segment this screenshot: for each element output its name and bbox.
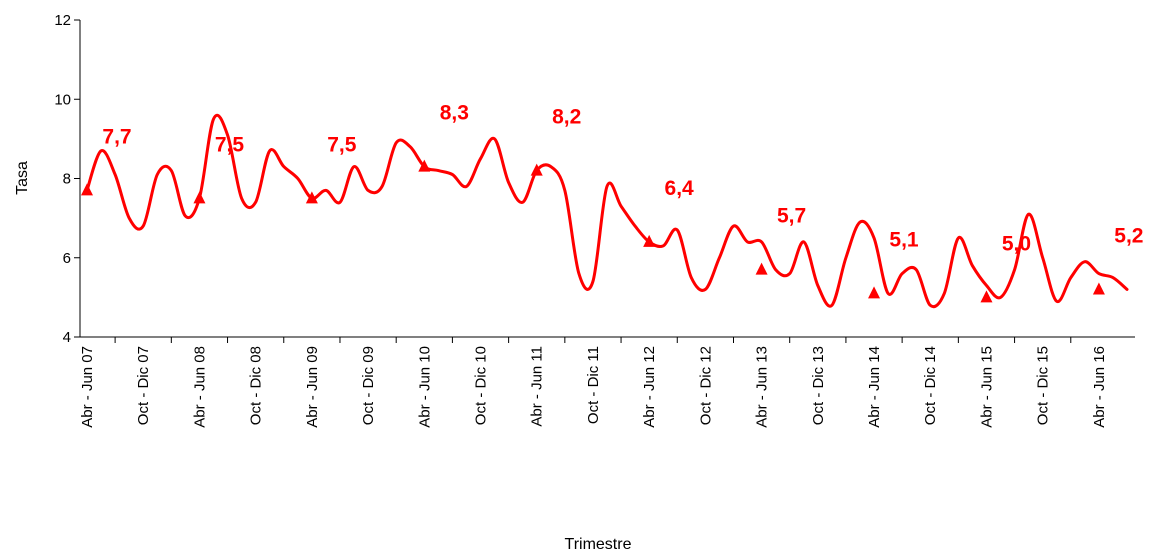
x-tick-label: Oct - Dic 08 [248, 346, 265, 425]
y-tick-label: 4 [63, 329, 71, 346]
data-label: 5,2 [1114, 224, 1143, 247]
data-marker [868, 286, 881, 299]
data-marker [418, 159, 431, 172]
data-marker [530, 163, 543, 176]
series-line [85, 113, 1129, 309]
data-label: 5,1 [889, 228, 919, 251]
y-tick-label: 6 [63, 250, 71, 267]
x-axis-title: Trimestre [565, 536, 632, 553]
data-label: 8,2 [552, 106, 581, 129]
data-marker [755, 262, 768, 275]
data-label: 7,7 [102, 125, 131, 148]
data-marker [305, 191, 318, 204]
data-marker [193, 191, 206, 204]
x-tick-label: Abr - Jun 11 [529, 346, 546, 427]
x-tick-label: Abr - Jun 15 [978, 346, 995, 428]
x-axis: Abr - Jun 07 Oct - Dic 07 Abr - Jun 08 Oct … [79, 336, 1135, 428]
data-marker [1092, 282, 1105, 295]
x-tick-label: Oct - Dic 12 [697, 346, 714, 425]
x-tick-label: Oct - Dic 09 [360, 346, 377, 425]
x-tick-label: Oct - Dic 13 [810, 346, 827, 425]
x-tick-label: Abr - Jun 09 [304, 346, 321, 428]
data-label: 7,5 [327, 133, 357, 156]
x-tick-label: Abr - Jun 14 [866, 346, 883, 428]
data-marker [643, 234, 656, 247]
x-tick-label: Abr - Jun 10 [416, 346, 433, 428]
y-tick-label: 10 [54, 91, 71, 108]
data-label: 6,4 [665, 177, 695, 200]
x-tick-label: Oct - Dic 14 [922, 346, 939, 425]
data-marker [980, 290, 993, 303]
x-tick-label: Oct - Dic 10 [473, 346, 490, 425]
x-tick-label: Oct - Dic 11 [585, 346, 602, 424]
x-tick-label: Abr - Jun 16 [1091, 346, 1108, 428]
data-label: 7,5 [215, 133, 245, 156]
x-tick-label: Oct - Dic 15 [1035, 346, 1052, 425]
data-marker [81, 183, 93, 196]
y-tick-label: 12 [54, 12, 71, 29]
x-tick-label: Abr - Jun 13 [754, 346, 771, 428]
data-label: 8,3 [440, 102, 469, 125]
y-axis-title: Tasa [14, 161, 31, 195]
data-label: 5,7 [777, 205, 806, 228]
y-tick-label: 8 [63, 171, 71, 188]
x-tick-label: Abr - Jun 07 [79, 346, 96, 428]
x-tick-label: Abr - Jun 08 [191, 346, 208, 428]
y-axis: 4 6 8 10 12 [54, 12, 81, 346]
x-tick-label: Abr - Jun 12 [641, 346, 658, 428]
data-label: 5,0 [1002, 232, 1031, 255]
x-tick-label: Oct - Dic 07 [135, 346, 152, 425]
data-markers [81, 159, 1105, 303]
data-labels: 7,7 7,5 7,5 8,3 8,2 6,4 5,7 5,1 5,0 5,2 [102, 102, 1143, 256]
